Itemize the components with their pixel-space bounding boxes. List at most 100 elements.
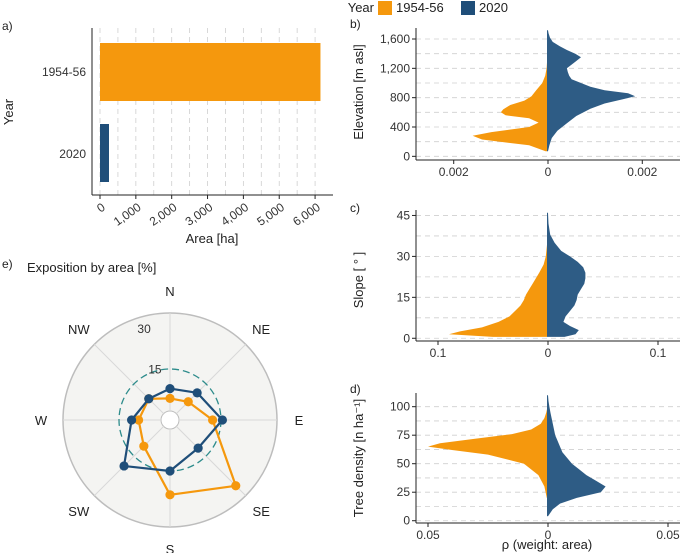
panel-a-y-axis-title: Year xyxy=(1,98,16,125)
b-x-tick-label: 0.002 xyxy=(439,165,469,179)
radar-direction-label-W: W xyxy=(35,413,48,428)
legend-swatch-2020 xyxy=(461,1,475,15)
panel-a-x-tick-label: 3,000 xyxy=(183,200,216,229)
panel-c-y-ticks: 0 15 30 45 xyxy=(397,208,416,345)
d-y-tick-label: 50 xyxy=(397,457,411,471)
radar-direction-label-NW: NW xyxy=(68,322,90,337)
b-x-tick-label: 0 xyxy=(545,165,552,179)
radar-direction-label-S: S xyxy=(166,542,175,553)
radar-ring-label-30: 30 xyxy=(137,322,151,336)
radar-direction-label-SE: SE xyxy=(253,504,271,519)
radar-point-1954-56-SE xyxy=(231,481,241,491)
panel-b-density-2020 xyxy=(547,30,636,152)
panel-a-x-ticks: 0 1,000 2,000 3,000 4,000 5,000 6,000 xyxy=(94,195,323,229)
radar-point-2020-NE xyxy=(192,388,202,398)
panel-d-gridlines xyxy=(416,406,680,522)
d-x-tick-label: 0.05 xyxy=(656,528,680,542)
legend-label-1954-56: 1954-56 xyxy=(396,0,444,15)
panel-a-x-axis-title: Area [ha] xyxy=(186,231,239,246)
panel-a-bar-chart: a) 0 1,000 2,000 3,000 4,000 5,000 6,000 1954-… xyxy=(1,19,333,246)
panel-a-x-tick-label: 2,000 xyxy=(147,200,180,229)
radar-spoke-NW xyxy=(93,343,164,414)
panel-b-x-ticks: 0.002 0 0.002 xyxy=(439,160,658,179)
d-y-tick-label: 25 xyxy=(397,485,411,499)
legend-title: Year xyxy=(348,0,375,15)
radar-point-1954-56-NE xyxy=(183,397,193,407)
panel-label-d: d) xyxy=(350,382,361,396)
radar-spoke-SW xyxy=(93,426,164,497)
legend-swatch-1954-56 xyxy=(378,1,392,15)
legend-label-2020: 2020 xyxy=(479,0,508,15)
c-y-tick-label: 45 xyxy=(397,208,411,222)
panel-a-x-tick-label: 0 xyxy=(94,200,108,215)
radar-direction-label-SW: SW xyxy=(68,504,90,519)
b-x-tick-label: 0.002 xyxy=(627,165,657,179)
d-y-tick-label: 75 xyxy=(397,428,411,442)
panel-label-e: e) xyxy=(2,257,13,271)
panel-d-density-2020 xyxy=(547,395,606,517)
panel-label-b: b) xyxy=(350,17,361,31)
c-y-tick-label: 15 xyxy=(397,290,411,304)
radar-ring-label-15: 15 xyxy=(148,363,162,377)
panel-c-y-axis-title: Slope [ ° ] xyxy=(351,252,366,309)
radar-point-2020-SE xyxy=(193,443,203,453)
panel-a-x-tick-label: 4,000 xyxy=(218,200,251,229)
panel-c-slope-density: c) 0 15 30 45 0.1 0 0.1 Slope [ ° ] xyxy=(350,201,680,360)
b-y-tick-label: 0 xyxy=(403,149,410,163)
b-y-tick-label: 1,200 xyxy=(380,61,410,75)
panel-a-bar-1954-56 xyxy=(100,43,321,101)
c-y-tick-label: 0 xyxy=(403,331,410,345)
panel-d-y-axis-title: Tree density [n ha⁻¹] xyxy=(351,399,366,517)
panel-c-x-ticks: 0.1 0 0.1 xyxy=(430,341,667,360)
radar-point-2020-S xyxy=(165,466,175,476)
radar-point-2020-N xyxy=(165,384,175,394)
c-x-tick-label: 0.1 xyxy=(650,346,667,360)
legend: Year 1954-56 2020 xyxy=(348,0,508,15)
panel-b-y-ticks: 0 400 800 1,200 1,600 xyxy=(380,32,416,163)
panel-b-gridlines xyxy=(416,38,680,157)
radar-series xyxy=(119,384,241,500)
radar-point-1954-56-S xyxy=(165,490,175,500)
panel-label-c: c) xyxy=(350,201,360,215)
c-x-tick-label: 0 xyxy=(545,346,552,360)
d-x-tick-label: 0.05 xyxy=(416,528,440,542)
radar-direction-label-N: N xyxy=(165,284,174,299)
radar-direction-labels: N NE E SE S SW W NW xyxy=(35,284,304,553)
d-y-tick-label: 0 xyxy=(403,514,410,528)
panel-d-density-1954-56 xyxy=(428,400,548,498)
radar-point-1954-56-N xyxy=(165,393,175,403)
radar-inner-circle xyxy=(160,410,180,430)
panel-b-elevation-density: b) 0 400 800 1,200 1,600 0.002 0 0.002 Elevati… xyxy=(350,17,680,179)
panel-c-gridlines xyxy=(416,215,680,339)
panel-e-exposition-radar: e) Exposition by area [%] 15 30 N NE E SE S S… xyxy=(2,257,304,553)
panel-d-tree-density: d) 0 25 50 75 100 0.05 0 0.05 Tree density [n … xyxy=(350,382,680,552)
c-y-tick-label: 30 xyxy=(397,249,411,263)
radar-direction-label-E: E xyxy=(295,413,304,428)
panel-b-density-1954-56 xyxy=(472,31,548,152)
panel-a-category-2020: 2020 xyxy=(59,147,86,161)
panel-a-x-tick-label: 1,000 xyxy=(111,200,144,229)
radar-point-1954-56-E xyxy=(208,415,218,425)
radar-point-1954-56-W xyxy=(134,415,144,425)
panel-a-category-1954-56: 1954-56 xyxy=(42,65,86,79)
panel-b-y-axis-title: Elevation [m asl] xyxy=(351,44,366,139)
panel-e-title: Exposition by area [%] xyxy=(27,260,156,275)
b-y-tick-label: 400 xyxy=(390,120,410,134)
radar-point-2020-NW xyxy=(144,394,154,404)
d-y-tick-label: 100 xyxy=(390,400,410,414)
radar-point-2020-W xyxy=(127,415,137,425)
c-x-tick-label: 0.1 xyxy=(430,346,447,360)
panel-a-bar-2020 xyxy=(100,124,109,182)
radar-point-2020-SW xyxy=(119,461,129,471)
panel-d-x-axis-title: ρ (weight: area) xyxy=(502,537,593,552)
panel-c-density-1954-56 xyxy=(449,229,548,337)
panel-a-x-tick-label: 5,000 xyxy=(254,200,287,229)
panel-label-a: a) xyxy=(2,19,13,33)
panel-a-x-tick-label: 6,000 xyxy=(290,200,323,229)
panel-a-bars xyxy=(100,43,321,182)
radar-point-1954-56-SW xyxy=(139,441,149,451)
d-x-tick-label: 0 xyxy=(545,528,552,542)
panel-d-x-ticks: 0.05 0 0.05 xyxy=(416,523,680,542)
radar-point-2020-E xyxy=(217,415,227,425)
